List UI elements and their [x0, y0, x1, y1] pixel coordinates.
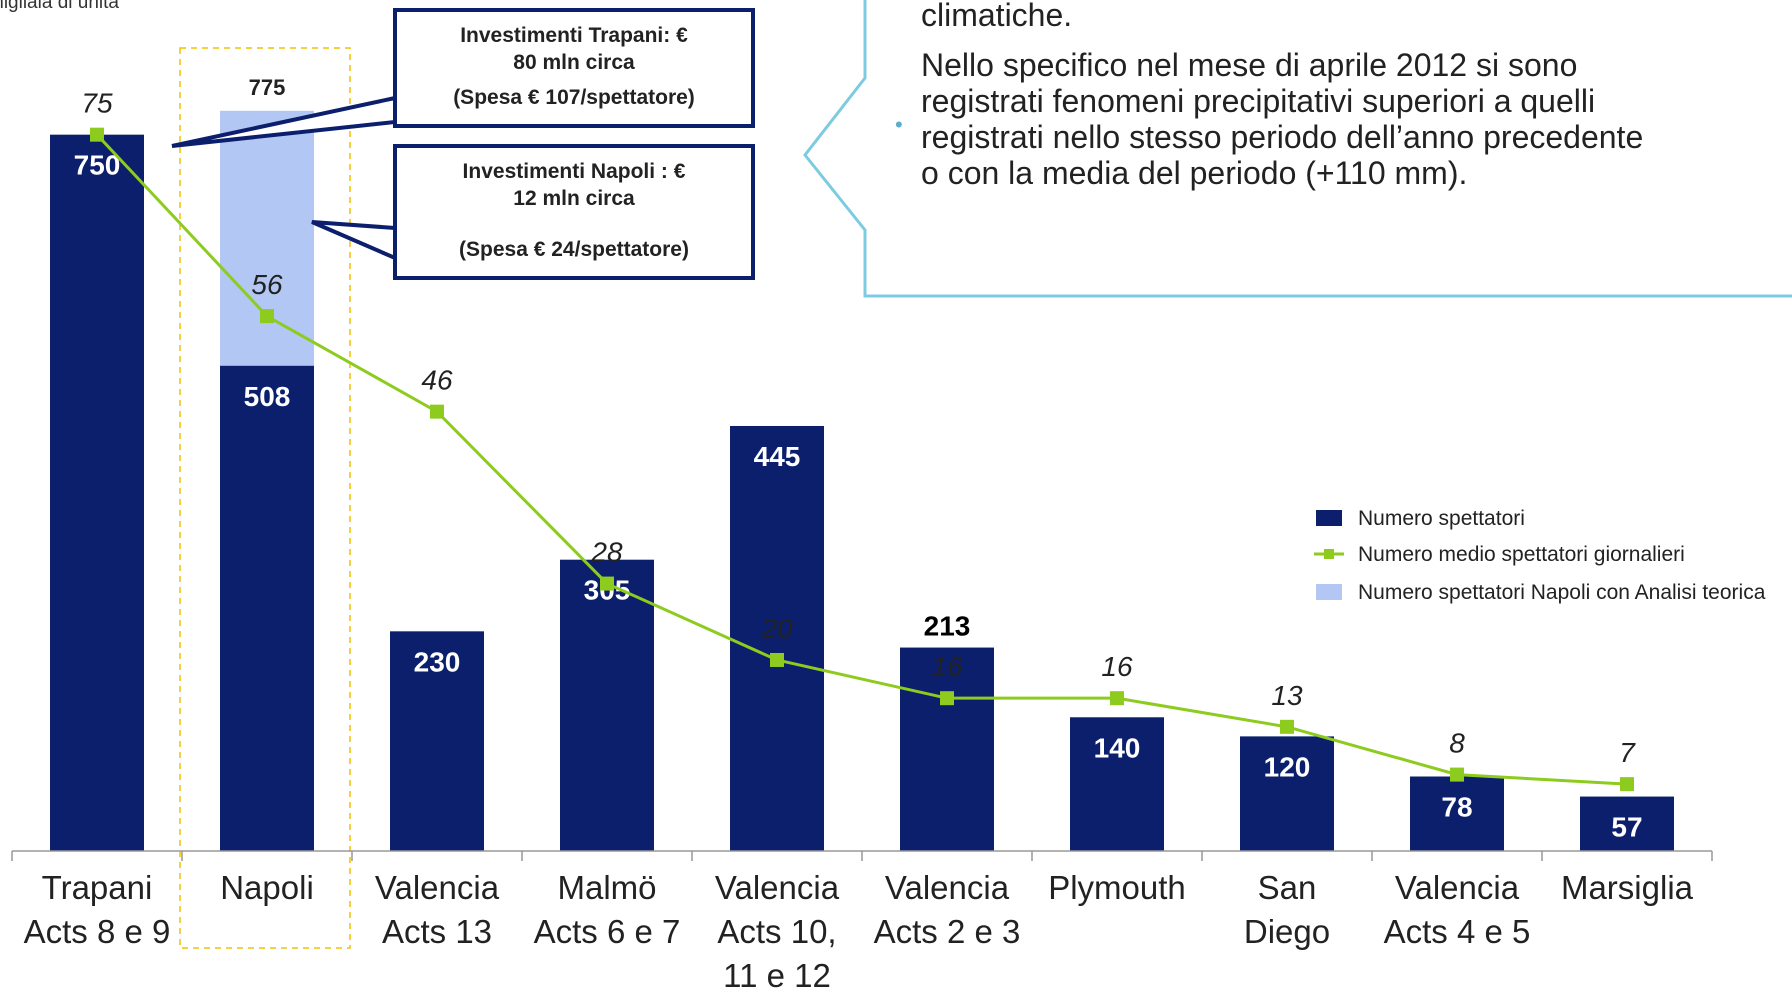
x-tick-label: San Diego — [1244, 869, 1330, 950]
bar — [1070, 717, 1164, 851]
line-marker — [1110, 691, 1124, 706]
line-marker — [260, 309, 274, 324]
callout: stato influenzato negativamente dalle co… — [803, 0, 1792, 298]
annotation-title: Investimenti Napoli : € — [463, 160, 686, 183]
line-value-label: 28 — [590, 537, 623, 568]
x-tick-label: Valencia Acts 2 e 3 — [874, 869, 1021, 950]
x-tick-label: Valencia Acts 10, 11 e 12 — [715, 869, 840, 994]
line-marker — [600, 576, 614, 591]
x-tick-label: Valencia Acts 4 e 5 — [1384, 869, 1531, 950]
x-tick-label: Plymouth — [1048, 869, 1186, 906]
annotation-note: (Spesa € 24/spettatore) — [459, 238, 689, 261]
bar-value-label: 230 — [414, 646, 461, 677]
line-marker — [940, 691, 954, 706]
line-value-label: 75 — [81, 88, 113, 119]
x-tick-label: Valencia Acts 13 — [375, 869, 500, 950]
annotation-title: Investimenti Trapani: € — [460, 24, 688, 47]
bar — [50, 134, 144, 851]
bar — [1580, 796, 1674, 851]
line-value-label: 56 — [251, 269, 283, 300]
annotations: Investimenti Trapani: € 80 mln circa (Spes… — [171, 8, 755, 280]
legend-label: Numero spettatori Napoli con Analisi teo… — [1358, 581, 1766, 604]
line-value-label: 8 — [1449, 728, 1465, 759]
annotation-cover — [397, 230, 403, 256]
callout-text: climatiche. — [921, 0, 1072, 33]
line-marker — [90, 127, 104, 142]
legend-swatch — [1324, 549, 1334, 559]
line-value-label: 16 — [1101, 651, 1133, 682]
callout-text: o con la media del periodo (+110 mm). — [921, 155, 1467, 191]
annotation-pointer — [311, 220, 397, 262]
line-marker — [770, 652, 784, 667]
annotation-cover — [397, 100, 403, 120]
line — [95, 133, 1628, 786]
legend-label: Numero spettatori — [1358, 507, 1525, 530]
line-value-label: 7 — [1619, 737, 1636, 768]
line-value-label: 16 — [931, 651, 963, 682]
annotation-note: (Spesa € 107/spettatore) — [453, 86, 695, 109]
bar-value-label: 213 — [924, 611, 971, 642]
bar — [390, 631, 484, 851]
bar — [560, 559, 654, 851]
bar-value-label: 120 — [1264, 751, 1311, 782]
bar-value-label: 78 — [1441, 792, 1472, 823]
legend: Numero spettatori Numero medio spettatori… — [1314, 507, 1766, 604]
unit-label: migliaia di unità — [0, 0, 119, 13]
line-value-label: 46 — [421, 365, 453, 396]
line-marker — [1280, 719, 1294, 734]
line-marker — [430, 404, 444, 419]
bar-value-label: 57 — [1611, 812, 1642, 843]
line-marker — [1450, 767, 1464, 782]
bar-value-label: 445 — [754, 441, 801, 472]
line-value-label: 20 — [760, 613, 793, 644]
bar-value-label: 140 — [1094, 732, 1141, 763]
callout-text: Nello specifico nel mese di aprile 2012 … — [921, 47, 1577, 83]
bar — [900, 647, 994, 851]
bar — [1410, 776, 1504, 851]
legend-swatch — [1316, 584, 1342, 600]
bar-value-label: 508 — [244, 381, 291, 412]
line-value-label: 13 — [1271, 680, 1303, 711]
plot: 7505082303054452131401207857775755646282… — [11, 75, 1713, 994]
x-tick-label: Trapani Acts 8 e 9 — [24, 869, 171, 950]
x-tick-label: Marsiglia — [1561, 869, 1694, 906]
x-tick-label: Napoli — [220, 869, 314, 906]
annotation-box — [393, 144, 755, 280]
callout-box — [803, 0, 1792, 298]
bar-value-label: 750 — [74, 150, 121, 181]
bar — [1240, 736, 1334, 851]
bar — [730, 425, 824, 851]
bullet: • — [895, 112, 903, 137]
callout-text: registrati fenomeni precipitativi superi… — [921, 83, 1595, 119]
callout-text: registrati nello stesso periodo dell’ann… — [921, 119, 1643, 155]
annotation-box — [393, 8, 755, 128]
legend-label: Numero medio spettatori giornalieri — [1358, 543, 1685, 566]
legend-swatch — [1316, 510, 1342, 526]
bar-value-label: 775 — [249, 75, 286, 100]
highlight-box — [179, 47, 351, 949]
bar — [220, 365, 314, 851]
annotation-title: 80 mln circa — [513, 51, 635, 74]
line-marker — [1620, 777, 1634, 792]
x-tick-label: Malmö Acts 6 e 7 — [534, 869, 681, 950]
annotation-title: 12 mln circa — [513, 187, 635, 210]
